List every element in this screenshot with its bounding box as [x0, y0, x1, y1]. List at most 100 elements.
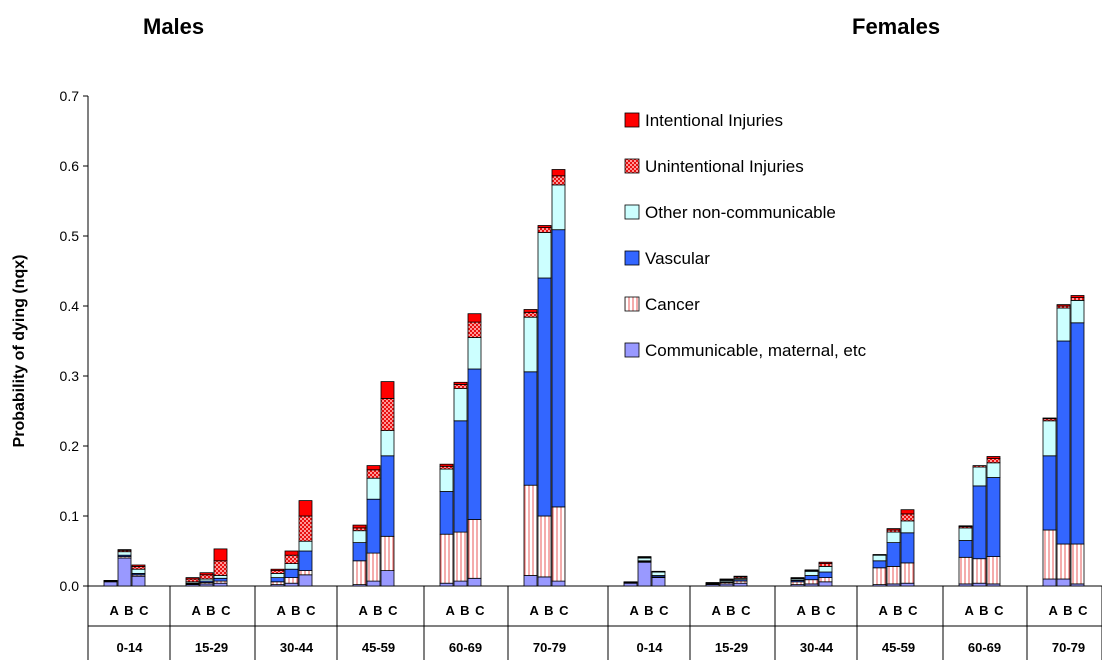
bar-segment — [818, 571, 833, 578]
age-group-label: 15-29 — [195, 640, 228, 655]
bar-segment — [537, 277, 552, 517]
bar-segment — [986, 458, 1001, 464]
bar-segment — [886, 531, 901, 543]
bar-segment — [986, 462, 1001, 478]
bar-segment — [551, 184, 566, 231]
bar-segment — [900, 562, 915, 584]
bar-segment — [900, 520, 915, 534]
bar-letters-label: A B C — [797, 603, 837, 618]
bar-segment — [958, 527, 973, 541]
bar-letters-label: A B C — [277, 603, 317, 618]
age-group-label: 0-14 — [116, 640, 143, 655]
bar-segment — [366, 580, 381, 587]
bar-segment — [886, 542, 901, 567]
bar-segment — [467, 519, 482, 579]
bar-segment — [298, 500, 313, 517]
bar-segment — [467, 313, 482, 323]
bar-segment — [380, 430, 395, 457]
legend-swatch — [624, 204, 640, 220]
bar-segment — [185, 577, 200, 580]
y-tick-label: 0.3 — [60, 368, 80, 384]
y-tick-label: 0.4 — [60, 298, 80, 314]
bar-segment — [284, 554, 299, 565]
bar-segment — [380, 455, 395, 537]
bar-segment — [523, 575, 538, 587]
bar-segment — [523, 316, 538, 373]
bar-segment — [1056, 304, 1071, 307]
bar-segment — [523, 371, 538, 486]
bar-segment — [523, 484, 538, 576]
bar-segment — [886, 566, 901, 585]
bar-segment — [900, 513, 915, 522]
bar-segment — [537, 225, 552, 228]
bar-segment — [1056, 578, 1071, 587]
bar-letters-label: A B C — [110, 603, 150, 618]
bar-segment — [352, 527, 367, 532]
bar-segment — [439, 465, 454, 470]
bar-segment — [270, 570, 285, 574]
y-tick-label: 0.0 — [60, 578, 80, 594]
bar-segment — [719, 578, 734, 581]
bar-segment — [213, 577, 228, 582]
bar-segment — [439, 491, 454, 535]
bar-segment — [284, 563, 299, 570]
bar-segment — [453, 381, 468, 385]
bar-segment — [270, 581, 285, 585]
bar-segment — [1056, 543, 1071, 580]
bar-segment — [298, 570, 313, 576]
bar-segment — [298, 574, 313, 587]
bar-letters-label: A B C — [965, 603, 1005, 618]
legend-entry-label: Intentional Injuries — [645, 111, 783, 130]
age-group-label: 30-44 — [280, 640, 314, 655]
bar-segment — [298, 515, 313, 542]
bar-segment — [270, 568, 285, 572]
age-group-label: 60-69 — [449, 640, 482, 655]
bar-segment — [117, 551, 132, 556]
bar-segment — [185, 578, 200, 583]
bar-segment — [972, 582, 987, 587]
age-group-label: 70-79 — [533, 640, 566, 655]
bar-segment — [453, 580, 468, 587]
bar-segment — [972, 465, 987, 468]
bar-segment — [284, 577, 299, 584]
bar-letters-label: A B C — [879, 603, 919, 618]
bar-segment — [1070, 295, 1085, 298]
bar-segment — [1070, 299, 1085, 324]
bar-segment — [284, 550, 299, 556]
bar-segment — [537, 227, 552, 233]
legend-swatch — [624, 112, 640, 128]
bar-segment — [1056, 340, 1071, 545]
bar-segment — [551, 175, 566, 186]
panel-title-females: Females — [852, 14, 941, 39]
bar-letters-label: A B C — [530, 603, 570, 618]
bar-segment — [1070, 322, 1085, 545]
bar-segment — [804, 579, 819, 585]
bar-segment — [213, 575, 228, 579]
bar-segment — [1042, 578, 1057, 587]
bar-segment — [1056, 307, 1071, 342]
bar-segment — [623, 582, 638, 587]
bar-segment — [872, 554, 887, 562]
legend-swatch — [624, 250, 640, 266]
bar-segment — [804, 575, 819, 581]
legend-entry-label: Other non-communicable — [645, 203, 836, 222]
bar-segment — [886, 528, 901, 531]
bar-segment — [380, 397, 395, 431]
bar-segment — [872, 567, 887, 585]
bar-segment — [380, 381, 395, 399]
bar-segment — [818, 563, 833, 567]
bar-segment — [637, 561, 652, 587]
bar-segment — [818, 581, 833, 587]
bar-segment — [804, 569, 819, 572]
bar-segment — [1042, 455, 1057, 531]
bar-segment — [972, 485, 987, 560]
bar-segment — [270, 577, 285, 583]
bar-segment — [213, 582, 228, 587]
bar-segment — [958, 525, 973, 527]
bar-letters-label: A B C — [712, 603, 752, 618]
bar-segment — [986, 456, 1001, 459]
bar-segment — [790, 581, 805, 585]
y-tick-label: 0.1 — [60, 508, 80, 524]
bar-segment — [284, 582, 299, 587]
bar-segment — [958, 540, 973, 558]
